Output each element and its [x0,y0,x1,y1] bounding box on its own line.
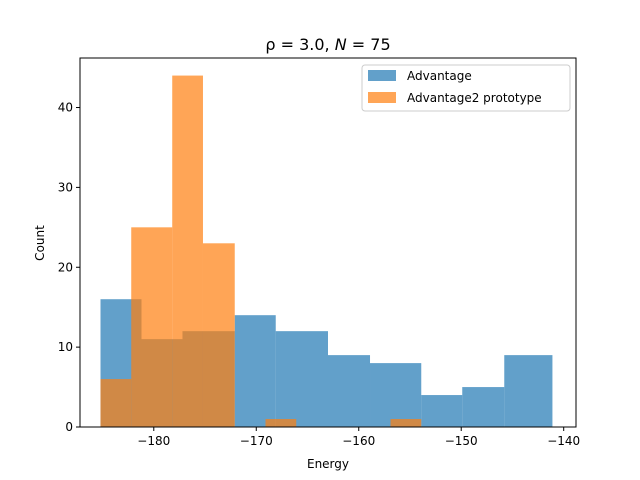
bar-advantage2-prototype-3 [202,243,235,427]
plot-frame [79,57,577,428]
legend-swatch-advantage2-prototype [368,92,396,103]
y-tick-label: 20 [58,260,73,274]
y-tick-label: 40 [58,101,73,115]
bar-advantage-9 [504,355,553,427]
y-tick-label: 10 [58,340,73,354]
y-axis: 0 10 20 30 40 [58,101,80,434]
bar-advantage-6 [370,363,422,427]
x-tick-label: −170 [240,434,273,448]
legend-label-advantage2-prototype: Advantage2 prototype [407,91,542,105]
x-tick-label: −150 [445,434,478,448]
bar-advantage2-prototype-9 [390,419,422,427]
bar-advantage-3 [234,315,276,427]
bar-advantage-4 [275,331,328,427]
legend: Advantage Advantage2 prototype [361,64,571,112]
x-tick-label: −140 [547,434,580,448]
legend-swatch-advantage [368,70,396,81]
x-axis-label: Energy [307,457,349,471]
bar-advantage-7 [421,395,463,427]
x-axis: −180 −170 −160 −150 −140 [137,427,580,448]
legend-frame [361,64,571,112]
bar-advantage-8 [462,387,505,427]
y-tick-label: 30 [58,180,73,194]
bar-advantage2-prototype-5 [265,419,297,427]
bar-advantage2-prototype-2 [172,75,203,428]
y-axis-label: Count [33,225,47,261]
x-tick-label: −180 [137,434,170,448]
bar-advantage2-prototype-1 [131,227,173,427]
bar-advantage-5 [328,355,371,427]
x-tick-label: −160 [342,434,375,448]
chart-title: ρ = 3.0, N = 75 [265,35,390,54]
bar-advantage2-prototype-0 [100,379,132,427]
legend-label-advantage: Advantage [407,69,472,83]
bars-layer [100,75,553,428]
y-tick-label: 0 [65,420,73,434]
